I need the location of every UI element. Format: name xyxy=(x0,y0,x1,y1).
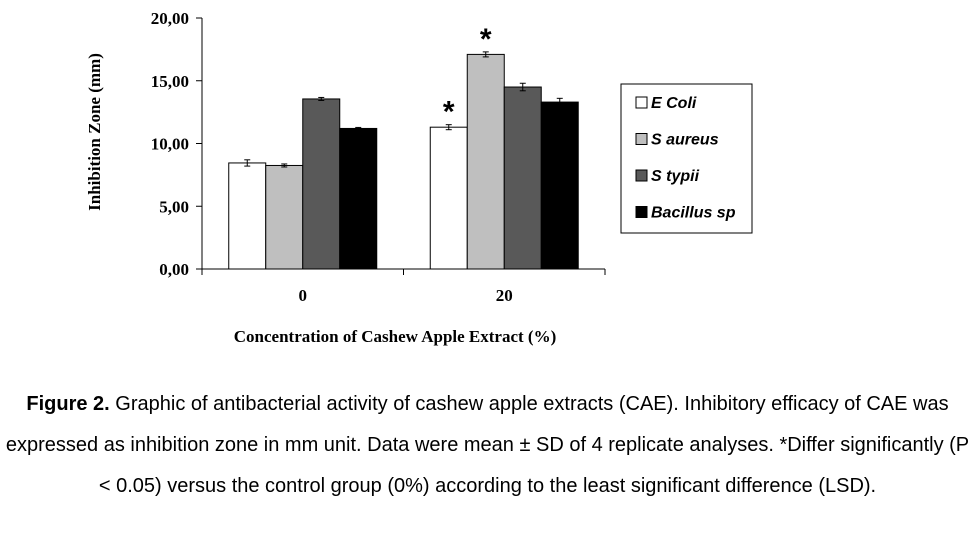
legend-swatch xyxy=(635,169,648,182)
significance-marker: * xyxy=(443,96,455,129)
y-tick-label: 0,00 xyxy=(159,260,189,279)
legend-swatch xyxy=(635,133,648,145)
bar xyxy=(302,98,341,270)
x-tick-label: 20 xyxy=(496,286,513,305)
legend-swatch xyxy=(635,206,648,218)
legend-label: S typii xyxy=(651,168,700,185)
legend: E Coli S aureus S typii Bacillus sp xyxy=(620,83,753,234)
x-axis-title: Concentration of Cashew Apple Extract (%… xyxy=(234,327,557,346)
y-tick-label: 10,00 xyxy=(151,135,189,154)
significance-marker: * xyxy=(480,23,492,56)
caption-text: Graphic of antibacterial activity of cas… xyxy=(5,393,970,497)
plot-area: 0,00 5,00 10,00 15,00 20,00 0 20 * * xyxy=(151,9,606,305)
legend-label: S aureus xyxy=(651,132,719,149)
y-tick-label: 5,00 xyxy=(159,197,189,216)
bar xyxy=(429,126,468,270)
bar xyxy=(265,164,304,270)
bar xyxy=(540,101,579,270)
legend-label: Bacillus sp xyxy=(651,205,736,222)
y-tick-label: 20,00 xyxy=(151,9,189,28)
y-tick-label: 15,00 xyxy=(151,72,189,91)
figure-caption: Figure 2. Graphic of antibacterial activ… xyxy=(0,384,975,507)
bar xyxy=(503,86,542,270)
bar xyxy=(339,127,378,270)
bar xyxy=(228,162,267,270)
x-tick-label: 0 xyxy=(299,286,308,305)
caption-label: Figure 2. xyxy=(26,393,110,415)
legend-label: E Coli xyxy=(651,95,697,112)
bar-chart: 0,00 5,00 10,00 15,00 20,00 0 20 * * Inhibition … xyxy=(85,9,753,346)
bar xyxy=(466,53,505,270)
y-axis-title: Inhibition Zone (mm) xyxy=(85,53,104,211)
legend-swatch xyxy=(635,96,648,109)
